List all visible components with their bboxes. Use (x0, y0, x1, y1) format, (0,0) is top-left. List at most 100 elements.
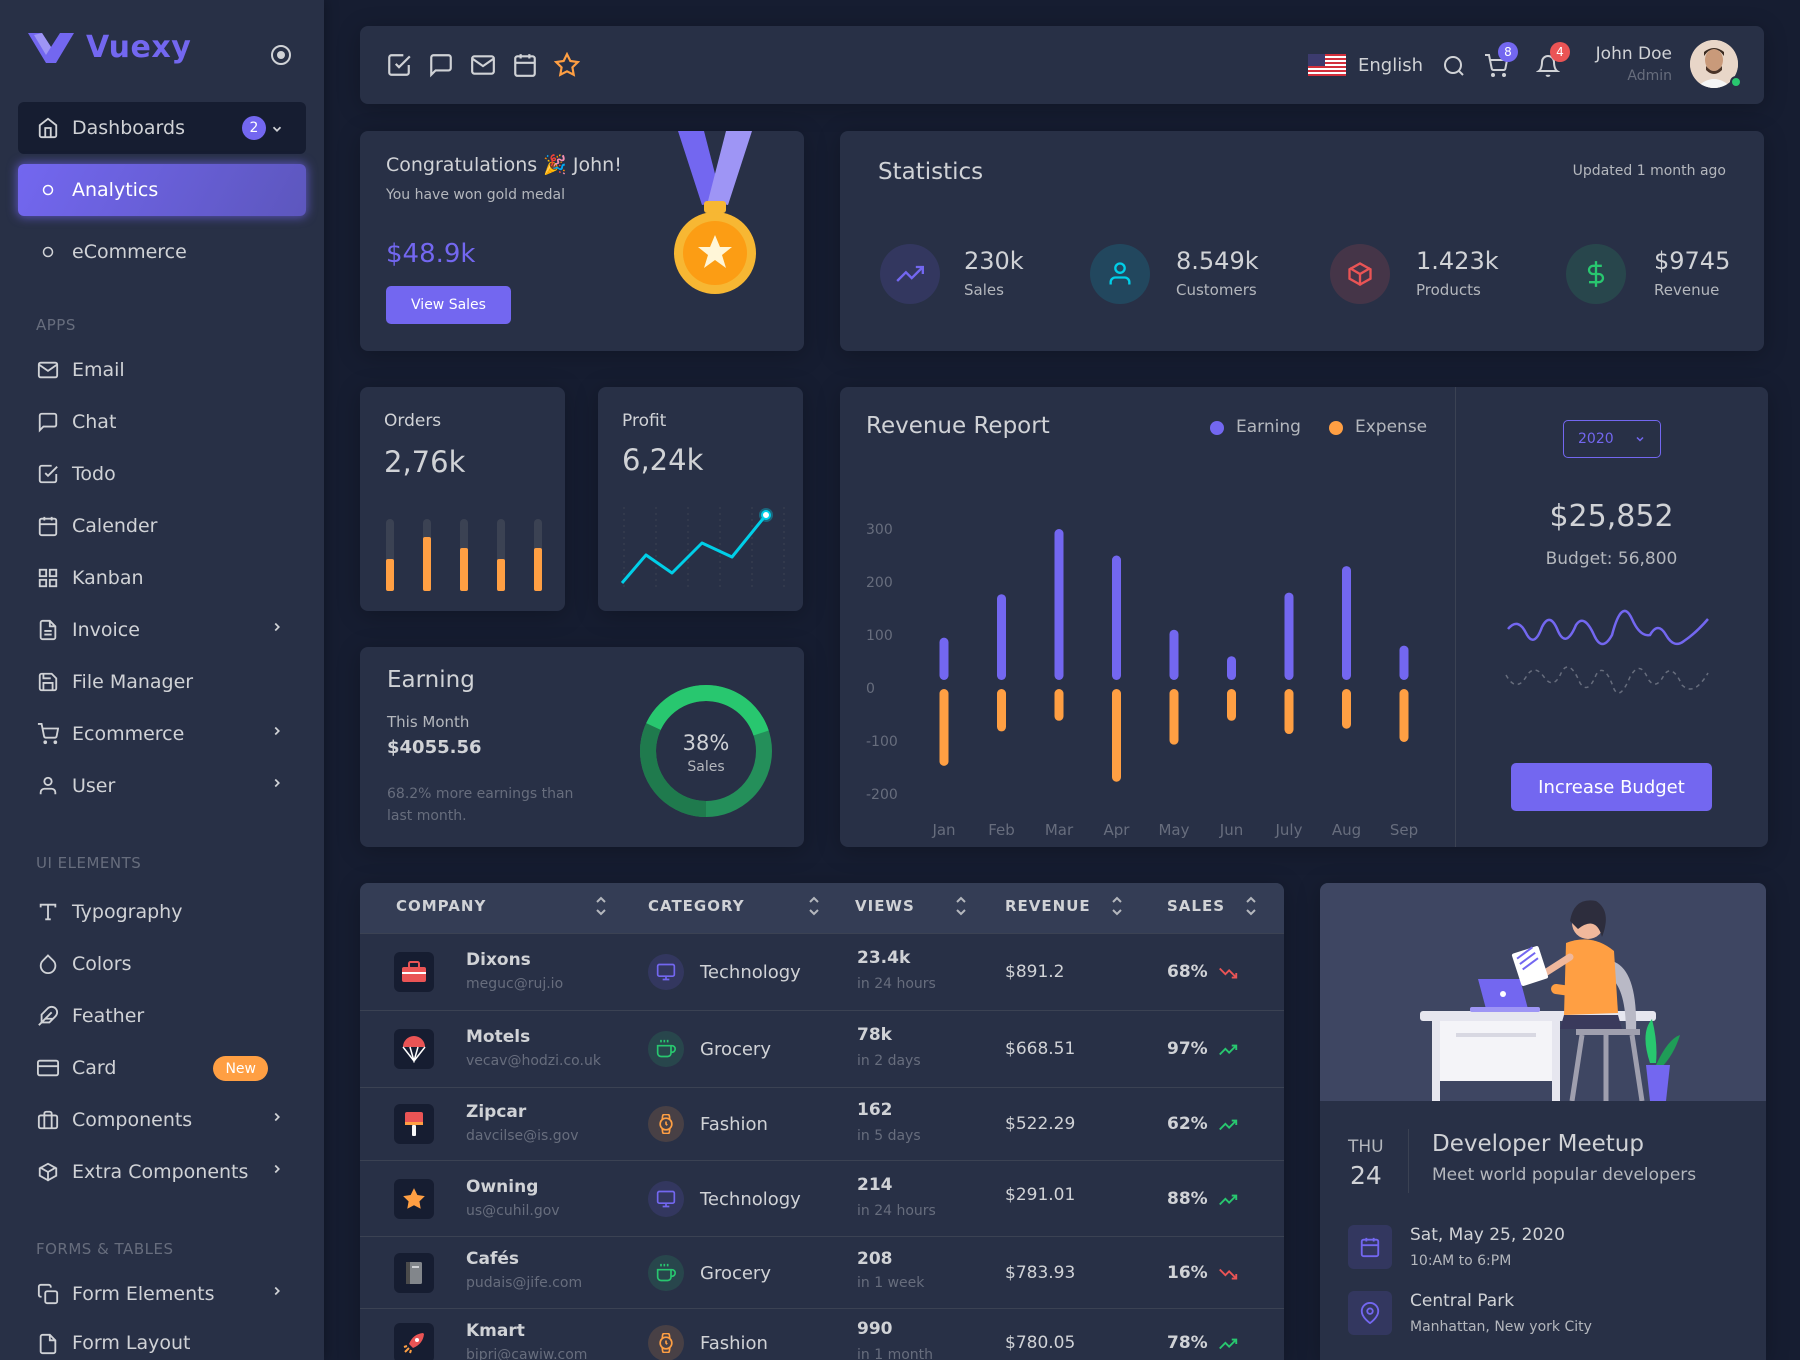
table-row[interactable]: Zipcar davcilse@is.gov Fashion 162 in 5 … (360, 1087, 1284, 1160)
sort-icon[interactable] (1244, 893, 1258, 919)
nav-calender[interactable]: Calender (18, 500, 306, 552)
orders-bar-chart (386, 519, 542, 591)
table-row[interactable]: Kmart bipri@cawiw.com Fashion 990 in 1 m… (360, 1308, 1284, 1360)
expense-bar[interactable] (1112, 689, 1121, 782)
expense-bar[interactable] (1227, 689, 1236, 721)
table-row[interactable]: Motels vecav@hodzi.co.uk Grocery 78k in … (360, 1010, 1284, 1087)
radio-toggle-icon[interactable] (270, 44, 292, 66)
orders-bar (386, 559, 394, 591)
earning-bar[interactable] (1399, 645, 1409, 680)
company-name: Zipcar (466, 1102, 527, 1122)
meetup-place: Central Park (1410, 1291, 1515, 1311)
legend-earning-label[interactable]: Earning (1236, 417, 1301, 437)
meetup-card: THU 24 Developer Meetup Meet world popul… (1320, 883, 1766, 1360)
earning-bar[interactable] (997, 594, 1006, 680)
earning-bar[interactable] (1054, 529, 1064, 680)
nav-file-manager[interactable]: File Manager (18, 656, 306, 708)
expense-bar[interactable] (1284, 689, 1294, 735)
nav-chat[interactable]: Chat (18, 396, 306, 448)
check-square-icon[interactable] (386, 52, 412, 78)
x-tick-label: Sep (1390, 821, 1418, 839)
th-sales[interactable]: SALES (1167, 897, 1226, 915)
earning-bar[interactable] (1169, 629, 1179, 680)
expense-bar[interactable] (1169, 689, 1179, 745)
expense-bar[interactable] (997, 689, 1006, 732)
increase-budget-button[interactable]: Increase Budget (1511, 763, 1712, 811)
nav-analytics[interactable]: Analytics (18, 164, 306, 216)
views-count: 208 (857, 1249, 893, 1269)
section-forms-tables: FORMS & TABLES (36, 1240, 174, 1258)
stat-sales-value: 230k (964, 247, 1024, 275)
nav-feather[interactable]: Feather (18, 990, 306, 1042)
nav-ecommerce-dashboard[interactable]: eCommerce (18, 226, 306, 278)
nav-email[interactable]: Email (18, 344, 306, 396)
nav-form-layout[interactable]: Form Layout (18, 1320, 306, 1360)
nav-card-label: Card (72, 1057, 117, 1079)
expense-bar[interactable] (1399, 689, 1409, 742)
nav-kanban[interactable]: Kanban (18, 552, 306, 604)
us-flag-icon[interactable] (1308, 54, 1346, 76)
earning-bar[interactable] (1342, 566, 1351, 680)
th-category[interactable]: CATEGORY (648, 897, 745, 915)
cart-count-badge: 8 (1498, 42, 1518, 62)
earning-bar[interactable] (939, 637, 949, 680)
congrats-amount: $48.9k (386, 239, 476, 269)
year-dropdown[interactable]: 2020 (1563, 420, 1661, 458)
meetup-time: 10:AM to 6:PM (1410, 1253, 1512, 1269)
shopping-cart-icon[interactable] (1484, 54, 1508, 78)
table-row[interactable]: Dixons meguc@ruj.io Technology 23.4k in … (360, 933, 1284, 1010)
bell-icon[interactable] (1536, 54, 1560, 78)
sort-icon[interactable] (1110, 893, 1124, 919)
nav-components[interactable]: Components (18, 1094, 306, 1146)
language-selector[interactable]: English (1358, 55, 1423, 76)
nav-extra-components[interactable]: Extra Components (18, 1146, 306, 1198)
table-row[interactable]: Owning us@cuhil.gov Technology 214 in 24… (360, 1160, 1284, 1236)
views-period: in 24 hours (857, 1203, 936, 1219)
nav-user[interactable]: User (18, 760, 306, 812)
company-name: Dixons (466, 950, 531, 970)
revenue-budget: Budget: 56,800 (1545, 549, 1678, 569)
th-views[interactable]: VIEWS (855, 897, 915, 915)
message-square-icon[interactable] (428, 52, 454, 78)
star-icon[interactable] (554, 52, 580, 78)
nav-invoice[interactable]: Invoice (18, 604, 306, 656)
mail-icon[interactable] (470, 52, 496, 78)
x-tick-label: Jan (931, 821, 955, 839)
table-row[interactable]: Cafés pudais@jife.com Grocery 208 in 1 w… (360, 1236, 1284, 1308)
sort-icon[interactable] (807, 893, 821, 919)
earning-bar[interactable] (1284, 592, 1294, 680)
company-logo (394, 1104, 434, 1144)
shopping-cart-icon (37, 723, 59, 745)
earning-bar[interactable] (1227, 656, 1236, 680)
view-sales-button[interactable]: View Sales (386, 286, 511, 324)
brand[interactable]: Vuexy (28, 30, 191, 65)
legend-expense-label[interactable]: Expense (1355, 417, 1428, 437)
revenue-value: $891.2 (1005, 962, 1065, 982)
nav-user-label: User (72, 775, 116, 797)
category-name: Grocery (700, 1263, 771, 1284)
views-period: in 2 days (857, 1053, 921, 1069)
th-company[interactable]: COMPANY (396, 897, 487, 915)
nav-form-elements[interactable]: Form Elements (18, 1268, 306, 1320)
nav-ecommerce[interactable]: Ecommerce (18, 708, 306, 760)
category-name: Technology (700, 1189, 801, 1210)
nav-calender-label: Calender (72, 515, 158, 537)
revenue-report-card: Revenue Report Earning Expense 300 200 100… (840, 387, 1768, 847)
th-revenue[interactable]: REVENUE (1005, 897, 1091, 915)
nav-dashboards[interactable]: Dashboards 2 (18, 102, 306, 154)
nav-colors[interactable]: Colors (18, 938, 306, 990)
nav-todo[interactable]: Todo (18, 448, 306, 500)
expense-bar[interactable] (939, 689, 949, 766)
calendar-icon[interactable] (512, 52, 538, 78)
user-name[interactable]: John Doe (1595, 44, 1672, 64)
nav-chat-label: Chat (72, 411, 117, 433)
expense-bar[interactable] (1342, 689, 1351, 729)
sort-icon[interactable] (594, 893, 608, 919)
earning-bar[interactable] (1112, 555, 1121, 681)
nav-typography[interactable]: Typography (18, 886, 306, 938)
sales-percent: 68% (1167, 962, 1208, 982)
search-icon[interactable] (1442, 54, 1466, 78)
expense-bar[interactable] (1054, 689, 1064, 721)
nav-card[interactable]: Card New (18, 1042, 306, 1094)
sort-icon[interactable] (954, 893, 968, 919)
